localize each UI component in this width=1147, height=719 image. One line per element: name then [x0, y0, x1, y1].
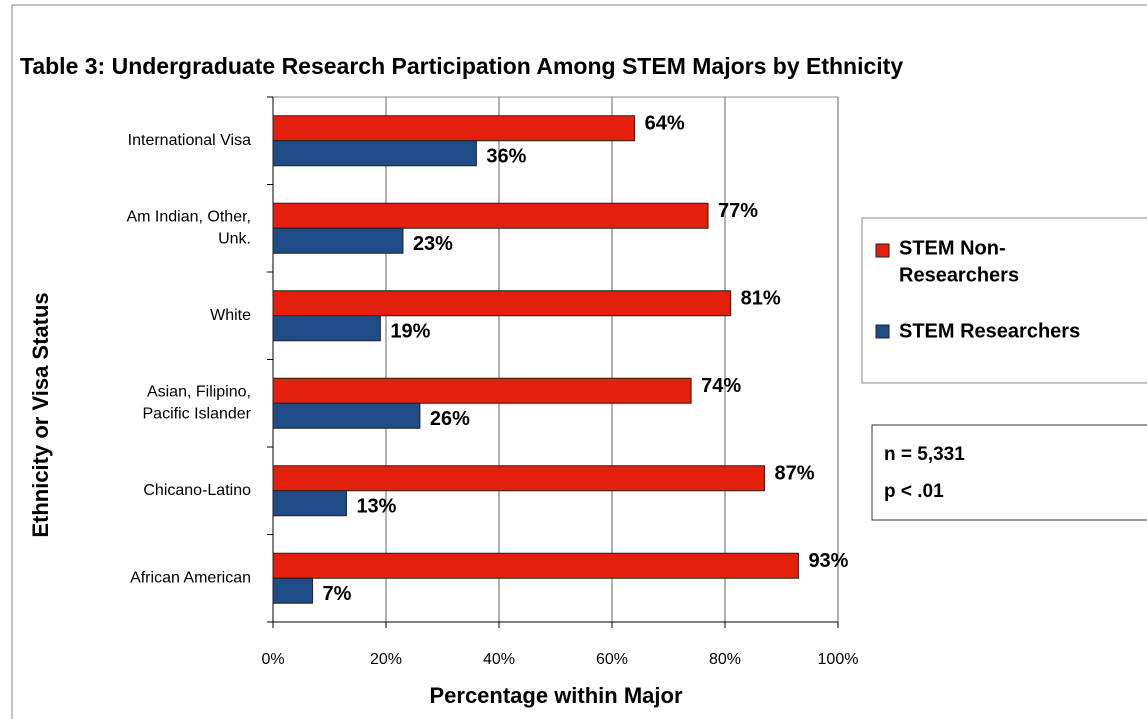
x-tick-label: 100% — [818, 651, 859, 668]
bar — [272, 577, 314, 604]
data-label: 77% — [718, 200, 758, 222]
data-label: 74% — [701, 375, 741, 397]
y-tick-label: Chicano-Latino — [143, 482, 251, 499]
data-label: 13% — [356, 496, 396, 518]
data-label: 26% — [430, 408, 470, 430]
chart-title: Table 3: Undergraduate Research Particip… — [20, 53, 903, 79]
y-axis-label: Ethnicity or Visa Status — [28, 292, 53, 537]
bar — [272, 140, 477, 167]
legend-label: STEM Researchers — [899, 320, 1080, 342]
data-label: 64% — [645, 113, 685, 135]
y-tick-label: International Visa — [128, 132, 251, 149]
bar — [272, 115, 636, 142]
legend-box — [861, 217, 1147, 384]
legend-swatch — [875, 243, 890, 258]
y-tick-label: African American — [130, 569, 251, 586]
legend-swatch — [875, 324, 890, 339]
y-tick-label: Asian, Filipino, Pacific Islander — [143, 383, 252, 422]
x-tick-label: 80% — [709, 651, 741, 668]
bar — [272, 202, 709, 229]
data-label: 23% — [413, 233, 453, 255]
annotation: n = 5,331 — [884, 444, 965, 465]
bar — [272, 290, 732, 317]
data-label: 36% — [486, 146, 526, 168]
bar — [272, 315, 381, 342]
x-tick-label: 0% — [261, 651, 284, 668]
bar — [272, 490, 347, 517]
plot-area — [272, 96, 839, 623]
data-label: 7% — [323, 583, 352, 605]
bar — [272, 377, 692, 404]
x-tick-label: 60% — [596, 651, 628, 668]
annotation-box — [871, 424, 1147, 521]
data-label: 81% — [741, 288, 781, 310]
y-tick-label: Am Indian, Other, Unk. — [126, 208, 251, 247]
bar — [272, 465, 766, 492]
x-tick-label: 20% — [370, 651, 402, 668]
bar — [272, 402, 421, 429]
x-axis-label: Percentage within Major — [429, 683, 682, 708]
legend-label: STEM Non-Researchers — [899, 238, 1019, 287]
annotation: p < .01 — [884, 481, 944, 502]
bar — [272, 227, 404, 254]
data-label: 93% — [808, 550, 848, 572]
bar — [272, 552, 799, 579]
data-label: 19% — [390, 321, 430, 343]
y-tick-label: White — [210, 307, 251, 324]
x-tick-label: 40% — [483, 651, 515, 668]
data-label: 87% — [775, 463, 815, 485]
